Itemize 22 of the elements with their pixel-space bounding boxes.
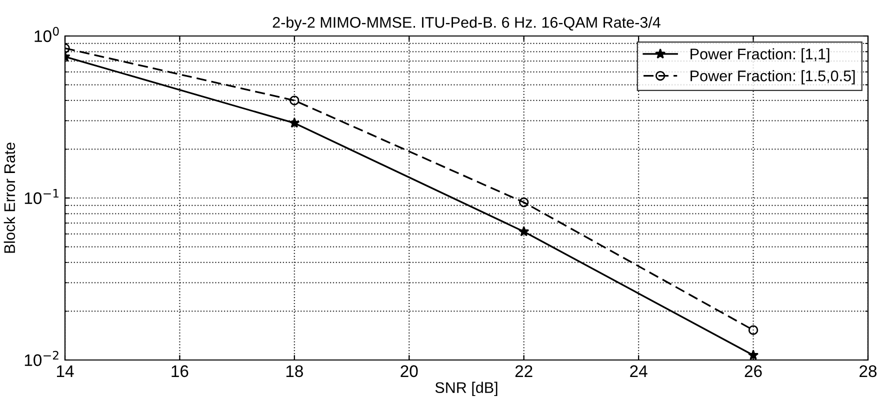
x-tick-label: 26	[744, 365, 762, 378]
point	[290, 96, 300, 106]
point	[518, 197, 529, 208]
point	[518, 226, 530, 236]
chart-title: 2-by-2 MIMO-MMSE. ITU-Ped-B. 6 Hz. 16-QAM Rate-3/4	[272, 16, 660, 31]
y-axis-title: Block Error Rate	[4, 142, 16, 253]
legend-label: Power Fraction: [1,1]	[690, 48, 830, 62]
point	[748, 350, 759, 360]
x-tick-label: 18	[286, 365, 303, 378]
point	[289, 118, 300, 128]
legend-label: Power Fraction: [1.5,0.5]	[690, 70, 855, 84]
x-tick-label: 28	[860, 365, 877, 378]
x-axis-title: SNR [dB]	[435, 382, 498, 396]
x-tick-label: 16	[172, 365, 188, 378]
x-tick-label: 20	[400, 365, 418, 378]
point	[748, 325, 758, 335]
x-tick-label: 14	[57, 365, 74, 377]
y-tick-label: 10$^{−2}$	[24, 350, 58, 366]
y-tick-label: 10$^{−1}$	[24, 189, 58, 204]
y-tick-label: 10$^{0}$	[34, 26, 59, 42]
x-tick-label: 24	[630, 365, 648, 377]
x-tick-label: 22	[515, 365, 532, 377]
